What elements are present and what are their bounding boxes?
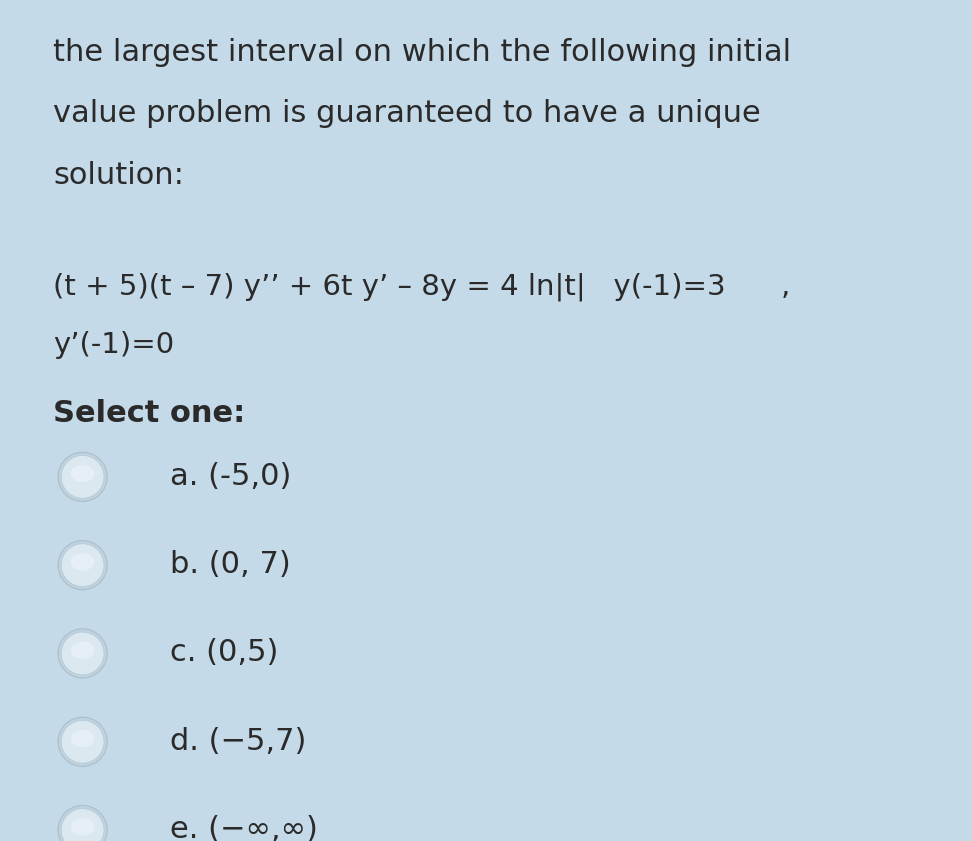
Text: y’(-1)=0: y’(-1)=0	[53, 331, 175, 359]
Ellipse shape	[61, 632, 104, 674]
Text: the largest interval on which the following initial: the largest interval on which the follow…	[53, 38, 791, 66]
Ellipse shape	[71, 818, 94, 835]
Ellipse shape	[71, 553, 94, 570]
Ellipse shape	[58, 541, 107, 590]
Ellipse shape	[61, 721, 104, 763]
Text: b. (0, 7): b. (0, 7)	[170, 550, 291, 579]
Text: e. (−∞,∞): e. (−∞,∞)	[170, 815, 318, 841]
Text: solution:: solution:	[53, 161, 185, 189]
Ellipse shape	[71, 730, 94, 747]
Ellipse shape	[61, 544, 104, 586]
Ellipse shape	[58, 806, 107, 841]
Ellipse shape	[58, 629, 107, 678]
Ellipse shape	[58, 717, 107, 766]
Ellipse shape	[61, 809, 104, 841]
Ellipse shape	[61, 456, 104, 498]
Text: Select one:: Select one:	[53, 399, 246, 427]
Text: value problem is guaranteed to have a unique: value problem is guaranteed to have a un…	[53, 99, 761, 128]
Text: d. (−5,7): d. (−5,7)	[170, 727, 306, 755]
Text: c. (0,5): c. (0,5)	[170, 638, 278, 667]
Ellipse shape	[71, 642, 94, 659]
Text: a. (-5,0): a. (-5,0)	[170, 462, 292, 490]
Ellipse shape	[71, 465, 94, 482]
Text: (t + 5)(t – 7) y’’ + 6t y’ – 8y = 4 ln|t|   y(-1)=3      ,: (t + 5)(t – 7) y’’ + 6t y’ – 8y = 4 ln|t…	[53, 272, 791, 301]
Ellipse shape	[58, 452, 107, 501]
